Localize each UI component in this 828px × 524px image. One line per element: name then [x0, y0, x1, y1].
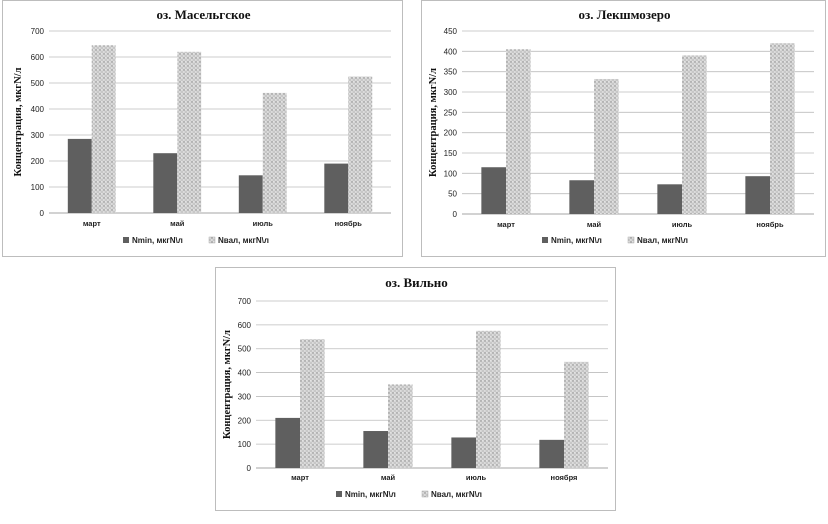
legend-label-nmin: Nmin, мкгN\л	[551, 236, 602, 245]
chart-svg: оз. Лекшмозеро 0 50 100 150 200 250 300 350 400 45…	[428, 7, 814, 245]
chart-vilno: оз. Вильно 0 100 200 300 400 500 600 700 Концентр…	[215, 267, 616, 511]
y-axis-label: Концентрация, мкгN/л	[13, 67, 24, 176]
chart-svg: оз. Масельгское 0 100 200 300 400 500 600 700 Кон…	[13, 7, 391, 245]
chart-title: оз. Вильно	[385, 275, 448, 290]
bar-nmin-июль	[238, 175, 263, 213]
bar-nmin-май	[153, 153, 178, 213]
bar-nval-март	[91, 45, 116, 213]
x-tick-label: июль	[253, 219, 274, 228]
bar-nmin-ноябрь	[324, 163, 349, 213]
bar-nmin-ноября	[539, 439, 564, 468]
chart-title: оз. Лекшмозеро	[579, 7, 671, 22]
y-tick-label: 100	[444, 169, 458, 178]
legend-swatch-nval	[627, 236, 635, 244]
legend-swatch-nmin	[123, 237, 129, 243]
x-tick-label: март	[291, 473, 309, 482]
bar-nmin-март	[67, 138, 92, 213]
y-tick-label: 300	[238, 392, 252, 401]
y-axis-label: Концентрация, мкгN/л	[428, 68, 439, 177]
y-tick-label: 500	[238, 345, 252, 354]
x-tick-label: март	[497, 220, 515, 229]
legend-swatch-nval	[421, 490, 429, 498]
y-tick-label: 0	[247, 464, 252, 473]
y-tick-label: 400	[238, 369, 252, 378]
bar-nmin-июль	[451, 437, 476, 468]
bar-nval-март	[506, 49, 531, 214]
y-tick-label: 0	[40, 209, 45, 218]
y-tick-label: 200	[238, 416, 252, 425]
chart-svg: оз. Вильно 0 100 200 300 400 500 600 700 Концентр…	[222, 275, 608, 499]
y-tick-label: 150	[444, 149, 458, 158]
y-tick-label: 300	[31, 131, 45, 140]
y-tick-label: 350	[444, 68, 458, 77]
bar-nmin-ноябрь	[745, 176, 770, 214]
legend-label-nval: Nвал, мкгN\л	[637, 236, 688, 245]
y-tick-label: 50	[448, 190, 457, 199]
bar-nval-май	[388, 384, 413, 468]
bar-nmin-март	[275, 417, 300, 468]
legend-label-nmin: Nmin, мкгN\л	[132, 236, 183, 245]
y-tick-label: 500	[31, 79, 45, 88]
legend-swatch-nmin	[336, 491, 342, 497]
bar-nval-июль	[262, 92, 287, 213]
y-tick-label: 100	[238, 440, 252, 449]
y-axis-label: Концентрация, мкгN/л	[222, 330, 233, 439]
chart-title: оз. Масельгское	[156, 7, 250, 22]
bar-nmin-июль	[657, 184, 682, 214]
x-tick-label: март	[83, 219, 101, 228]
bar-nval-июль	[682, 55, 707, 215]
y-tick-label: 0	[453, 210, 458, 219]
chart-lekshmozero: оз. Лекшмозеро 0 50 100 150 200 250 300 350 400 45…	[421, 0, 826, 257]
y-tick-label: 100	[31, 183, 45, 192]
y-tick-label: 700	[238, 297, 252, 306]
bar-nmin-март	[481, 167, 506, 214]
x-tick-label: ноябрь	[756, 220, 784, 229]
bar-nval-ноября	[564, 361, 589, 468]
y-tick-label: 600	[31, 53, 45, 62]
y-tick-label: 700	[31, 27, 45, 36]
y-tick-label: 300	[444, 88, 458, 97]
bar-nval-июль	[476, 330, 501, 468]
y-tick-label: 600	[238, 321, 252, 330]
chart-maselgskoe: оз. Масельгское 0 100 200 300 400 500 600 700 Кон…	[2, 0, 403, 257]
legend-swatch-nval	[208, 236, 216, 244]
x-tick-label: июль	[672, 220, 693, 229]
bar-nmin-май	[569, 180, 594, 214]
y-tick-label: 250	[444, 108, 458, 117]
y-tick-label: 400	[444, 47, 458, 56]
x-tick-label: май	[381, 473, 396, 482]
y-tick-label: 200	[31, 157, 45, 166]
x-tick-label: ноябрь	[335, 219, 363, 228]
y-tick-label: 400	[31, 105, 45, 114]
y-tick-label: 450	[444, 27, 458, 36]
legend-label-nval: Nвал, мкгN\л	[431, 490, 482, 499]
x-tick-label: июль	[466, 473, 487, 482]
legend-swatch-nmin	[542, 237, 548, 243]
bar-nval-ноябрь	[348, 76, 373, 213]
legend-label-nmin: Nmin, мкгN\л	[345, 490, 396, 499]
x-tick-label: май	[170, 219, 185, 228]
bar-nval-ноябрь	[770, 43, 795, 215]
bar-nval-май	[594, 78, 619, 214]
y-tick-label: 200	[444, 129, 458, 138]
legend-label-nval: Nвал, мкгN\л	[218, 236, 269, 245]
x-tick-label: май	[587, 220, 602, 229]
bar-nval-март	[300, 339, 325, 468]
x-tick-label: ноября	[551, 473, 578, 482]
bar-nmin-май	[363, 431, 388, 468]
bar-nval-май	[177, 51, 202, 213]
